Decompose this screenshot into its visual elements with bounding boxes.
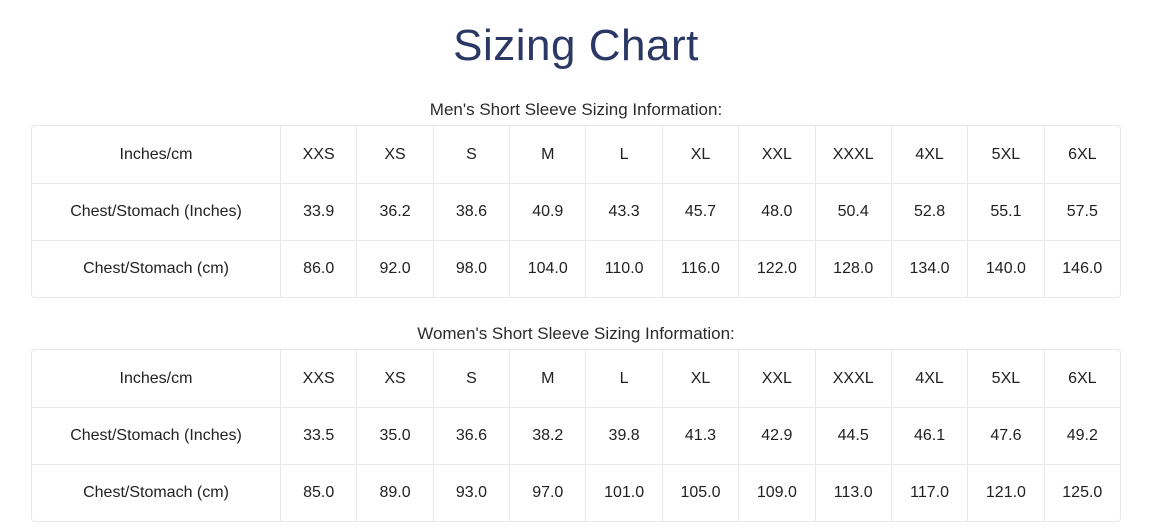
- size-column-header: L: [585, 126, 661, 183]
- size-column-header: S: [432, 350, 509, 407]
- womens-sizing-table: Inches/cm XXS XS S M L XL XXL XXXL 4XL 5XL 6XL Chest…: [31, 349, 1121, 522]
- measurement-cell: 38.2: [509, 407, 586, 464]
- measurement-cell: 42.9: [738, 407, 815, 464]
- size-column-header: 4XL: [890, 350, 967, 407]
- size-column-header: 5XL: [967, 126, 1043, 183]
- measurement-cell: 116.0: [661, 240, 739, 297]
- table-row: Chest/Stomach (Inches) 33.9 36.2 38.6 40.9 43…: [32, 183, 1120, 240]
- size-column-header: 5XL: [967, 350, 1043, 407]
- measurement-cell: 38.6: [432, 183, 510, 240]
- size-column-header: L: [585, 350, 661, 407]
- table-header-row: Inches/cm XXS XS S M L XL XXL XXXL 4XL 5XL 6XL: [32, 350, 1120, 407]
- size-column-header: XL: [661, 126, 738, 183]
- measurement-cell: 36.6: [432, 407, 510, 464]
- measurement-cell: 140.0: [967, 240, 1044, 297]
- measurement-cell: 122.0: [738, 240, 815, 297]
- measurement-cell: 110.0: [585, 240, 662, 297]
- measurement-cell: 92.0: [356, 240, 433, 297]
- measurement-cell: 36.2: [356, 183, 433, 240]
- row-label: Chest/Stomach (Inches): [32, 407, 280, 464]
- size-column-header: XXXL: [814, 126, 891, 183]
- measurement-cell: 104.0: [509, 240, 586, 297]
- measurement-cell: 113.0: [814, 464, 891, 521]
- measurement-cell: 85.0: [280, 464, 357, 521]
- measurement-cell: 97.0: [509, 464, 586, 521]
- size-column-header: XS: [356, 126, 432, 183]
- measurement-cell: 39.8: [585, 407, 662, 464]
- measurement-cell: 89.0: [356, 464, 433, 521]
- mens-sizing-table: Inches/cm XXS XS S M L XL XXL XXXL 4XL 5XL 6XL Chest…: [31, 125, 1121, 298]
- size-column-header: XXL: [738, 126, 814, 183]
- measurement-cell: 125.0: [1043, 464, 1120, 521]
- row-label: Chest/Stomach (cm): [32, 464, 280, 521]
- size-column-header: M: [509, 350, 585, 407]
- measurement-cell: 45.7: [661, 183, 739, 240]
- measurement-cell: 40.9: [509, 183, 586, 240]
- measurement-cell: 109.0: [738, 464, 815, 521]
- row-label: Chest/Stomach (cm): [32, 240, 280, 297]
- measurement-cell: 146.0: [1043, 240, 1120, 297]
- size-column-header: XXXL: [814, 350, 891, 407]
- mens-sizing-section: Men's Short Sleeve Sizing Information: I…: [0, 100, 1152, 298]
- measurement-cell: 41.3: [661, 407, 739, 464]
- womens-section-heading: Women's Short Sleeve Sizing Information:: [417, 324, 735, 343]
- size-column-header: 6XL: [1043, 350, 1120, 407]
- size-column-header: XXL: [738, 350, 814, 407]
- mens-section-heading: Men's Short Sleeve Sizing Information:: [429, 100, 723, 119]
- measurement-cell: 117.0: [890, 464, 968, 521]
- measurement-cell: 57.5: [1043, 183, 1120, 240]
- measurement-cell: 86.0: [280, 240, 357, 297]
- measurement-cell: 134.0: [890, 240, 968, 297]
- row-label-header: Inches/cm: [119, 369, 193, 387]
- table-row: Chest/Stomach (cm) 86.0 92.0 98.0 104.0 110.0…: [32, 240, 1120, 297]
- measurement-cell: 33.5: [280, 407, 357, 464]
- measurement-cell: 93.0: [432, 464, 510, 521]
- size-column-header: 6XL: [1043, 126, 1120, 183]
- size-column-header: XL: [661, 350, 738, 407]
- measurement-cell: 44.5: [814, 407, 891, 464]
- measurement-cell: 46.1: [890, 407, 968, 464]
- size-column-header: XS: [356, 350, 432, 407]
- measurement-cell: 33.9: [280, 183, 357, 240]
- measurement-cell: 52.8: [890, 183, 968, 240]
- size-column-header: 4XL: [890, 126, 967, 183]
- measurement-cell: 98.0: [432, 240, 510, 297]
- row-label: Chest/Stomach (Inches): [32, 183, 280, 240]
- page-title: Sizing Chart: [453, 21, 699, 70]
- measurement-cell: 48.0: [738, 183, 815, 240]
- measurement-cell: 43.3: [585, 183, 662, 240]
- measurement-cell: 55.1: [967, 183, 1044, 240]
- measurement-cell: 101.0: [585, 464, 662, 521]
- size-column-header: XXS: [280, 350, 356, 407]
- size-column-header: S: [432, 126, 509, 183]
- measurement-cell: 35.0: [356, 407, 433, 464]
- womens-sizing-section: Women's Short Sleeve Sizing Information:…: [0, 324, 1152, 522]
- size-column-header: XXS: [280, 126, 356, 183]
- table-row: Chest/Stomach (Inches) 33.5 35.0 36.6 38.2 39…: [32, 407, 1120, 464]
- measurement-cell: 50.4: [814, 183, 891, 240]
- measurement-cell: 128.0: [814, 240, 891, 297]
- row-label-header: Inches/cm: [119, 145, 193, 163]
- table-row: Chest/Stomach (cm) 85.0 89.0 93.0 97.0 101.0 1…: [32, 464, 1120, 521]
- measurement-cell: 105.0: [661, 464, 739, 521]
- size-column-header: M: [509, 126, 585, 183]
- measurement-cell: 47.6: [967, 407, 1044, 464]
- table-header-row: Inches/cm XXS XS S M L XL XXL XXXL 4XL 5XL 6XL: [32, 126, 1120, 183]
- measurement-cell: 49.2: [1043, 407, 1120, 464]
- measurement-cell: 121.0: [967, 464, 1044, 521]
